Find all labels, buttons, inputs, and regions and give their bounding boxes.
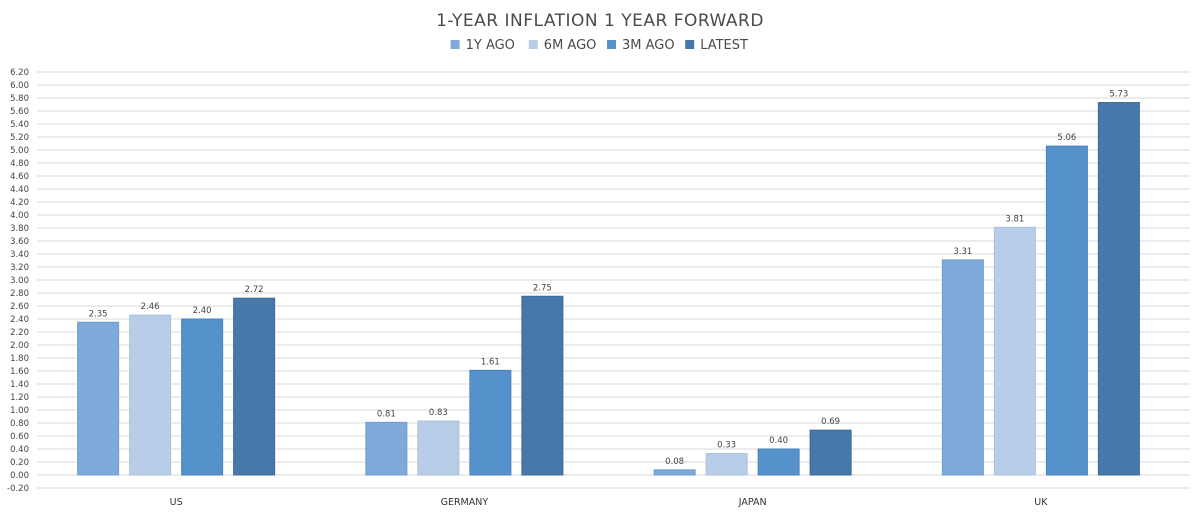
bar-us-3m-ago <box>181 318 224 476</box>
y-tick-label: 4.20 <box>10 198 29 208</box>
data-label: 2.40 <box>193 306 212 316</box>
bar-germany-1y-ago <box>365 421 408 476</box>
y-tick-label: 5.80 <box>10 94 29 104</box>
y-tick-label: 5.00 <box>10 146 29 156</box>
y-tick-label: 2.00 <box>10 341 29 351</box>
x-tick-label: GERMANY <box>441 497 489 508</box>
y-tick-label: 4.00 <box>10 211 29 221</box>
data-label: 0.08 <box>665 457 684 467</box>
data-label: 2.75 <box>533 283 552 293</box>
bar-japan-6m-ago <box>705 453 748 476</box>
y-tick-label: 2.20 <box>10 328 29 338</box>
bar-germany-latest <box>521 295 564 476</box>
y-tick-label: 0.00 <box>10 471 29 481</box>
legend-swatch <box>607 40 616 49</box>
data-labels: 2.35 2.46 2.40 2.72 0.81 0.83 1.61 2.75 0.08 0.33… <box>89 90 1129 467</box>
bars <box>77 102 1140 476</box>
legend-label: 1Y AGO <box>466 38 515 53</box>
y-tick-label: 0.60 <box>10 432 29 442</box>
data-label: 1.61 <box>481 357 500 367</box>
y-axis: -0.20 0.00 0.20 0.40 0.60 0.80 1.00 1.20 1.40 1.6… <box>7 68 29 494</box>
legend-swatch <box>450 40 460 49</box>
bar-us-1y-ago <box>77 321 120 476</box>
data-label: 2.35 <box>89 309 108 319</box>
legend-swatch <box>528 40 538 49</box>
y-tick-label: 0.40 <box>10 445 29 455</box>
legend-swatch <box>685 40 695 49</box>
y-tick-label: 5.20 <box>10 133 29 143</box>
y-tick-label: 6.20 <box>10 68 29 78</box>
y-tick-label: 4.40 <box>10 185 29 195</box>
y-tick-label: 2.40 <box>10 315 29 325</box>
y-tick-label: 5.60 <box>10 107 29 117</box>
bar-us-latest <box>233 297 276 476</box>
legend: 1Y AGO 6M AGO 3M AGO LATEST <box>450 38 748 53</box>
y-tick-label: 1.00 <box>10 406 29 416</box>
y-tick-label: 2.60 <box>10 302 29 312</box>
bar-uk-3m-ago <box>1045 145 1088 476</box>
legend-label: LATEST <box>700 38 748 53</box>
data-label: 0.81 <box>377 409 396 419</box>
data-label: 2.72 <box>245 285 264 295</box>
data-label: 0.69 <box>821 417 840 427</box>
y-tick-label: 1.20 <box>10 393 29 403</box>
data-label: 3.81 <box>1005 214 1024 224</box>
y-tick-label: 5.40 <box>10 120 29 130</box>
x-tick-label: UK <box>1034 497 1048 508</box>
bar-uk-6m-ago <box>993 226 1036 476</box>
data-label: 3.31 <box>953 247 972 257</box>
y-tick-label: 2.80 <box>10 289 29 299</box>
data-label: 5.06 <box>1057 133 1076 143</box>
legend-label: 3M AGO <box>622 38 675 53</box>
y-tick-label: 3.80 <box>10 224 29 234</box>
y-tick-label: 4.60 <box>10 172 29 182</box>
y-tick-label: 3.00 <box>10 276 29 286</box>
y-tick-label: 4.80 <box>10 159 29 169</box>
x-tick-label: JAPAN <box>738 497 767 508</box>
bar-germany-6m-ago <box>417 420 460 476</box>
x-tick-label: US <box>170 497 183 508</box>
bar-uk-latest <box>1097 102 1140 476</box>
y-tick-label: 3.60 <box>10 237 29 247</box>
y-tick-label: 1.80 <box>10 354 29 364</box>
data-label: 0.83 <box>429 408 448 418</box>
data-label: 5.73 <box>1109 90 1128 100</box>
x-axis: US GERMANY JAPAN UK <box>170 497 1049 508</box>
bar-uk-1y-ago <box>941 259 984 476</box>
bar-japan-3m-ago <box>757 448 800 476</box>
y-tick-label: 0.80 <box>10 419 29 429</box>
y-tick-label: 6.00 <box>10 81 29 91</box>
y-tick-label: 3.20 <box>10 263 29 273</box>
chart-title: 1-YEAR INFLATION 1 YEAR FORWARD <box>436 11 764 31</box>
y-tick-label: 1.60 <box>10 367 29 377</box>
data-label: 0.33 <box>717 441 736 451</box>
y-tick-label: 3.40 <box>10 250 29 260</box>
bar-japan-1y-ago <box>653 469 696 476</box>
y-tick-label: -0.20 <box>7 484 29 494</box>
y-tick-label: 1.40 <box>10 380 29 390</box>
legend-label: 6M AGO <box>544 38 597 53</box>
y-tick-label: 0.20 <box>10 458 29 468</box>
bar-japan-latest <box>809 429 852 476</box>
data-label: 0.40 <box>769 436 788 446</box>
bar-germany-3m-ago <box>469 369 512 476</box>
data-label: 2.46 <box>141 302 160 312</box>
bar-us-6m-ago <box>129 314 172 476</box>
